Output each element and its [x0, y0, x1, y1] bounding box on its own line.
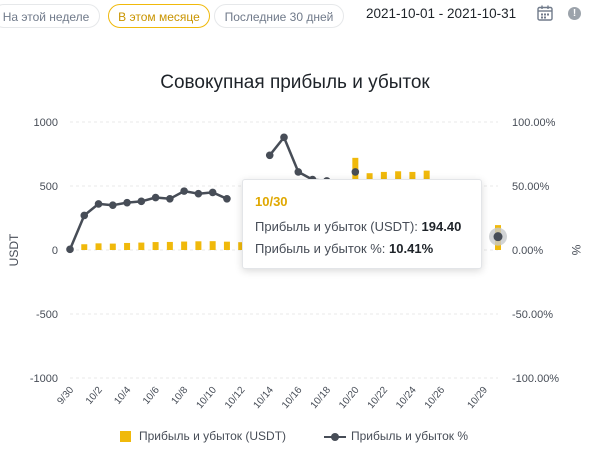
- x-tick-label: 10/22: [366, 385, 391, 412]
- x-tick-label: 10/2: [84, 385, 105, 407]
- percent-line-point: [66, 245, 74, 254]
- y-tick-label: -1000: [30, 373, 58, 385]
- y2-tick-label: -50.00%: [512, 309, 553, 321]
- percent-line-point: [223, 195, 231, 203]
- usdt-bar: [95, 243, 102, 250]
- percent-line-point: [123, 198, 131, 207]
- y-axis-label: USDT: [7, 233, 21, 266]
- x-tick-label: 10/16: [280, 385, 305, 412]
- x-tick-label: 10/29: [466, 385, 491, 412]
- percent-line-point: [294, 168, 303, 176]
- x-tick-label: 10/26: [423, 385, 448, 412]
- legend-percent-label: Прибыль и убыток %: [351, 429, 469, 443]
- percent-line-point: [265, 151, 274, 160]
- legend-line-swatch: [324, 432, 346, 441]
- usdt-bar: [124, 242, 131, 250]
- percent-line-point: [94, 200, 103, 208]
- last-30-days-button[interactable]: Последние 30 дней: [214, 4, 344, 28]
- legend-usdt-label: Прибыль и убыток (USDT): [139, 429, 287, 443]
- usdt-bar: [81, 244, 88, 250]
- percent-line-point: [280, 133, 288, 142]
- legend-usdt[interactable]: Прибыль и убыток (USDT): [120, 429, 286, 443]
- filter-toolbar: На этой неделе В этом месяце Последние 3…: [0, 0, 595, 34]
- calendar-icon[interactable]: [536, 4, 554, 22]
- usdt-bar: [209, 241, 216, 250]
- usdt-bar: [138, 242, 145, 250]
- percent-line-point: [208, 188, 217, 197]
- tooltip-pct-row: Прибыль и убыток %: 10.41%: [255, 241, 433, 256]
- y-tick-label: 0: [52, 245, 58, 257]
- x-tick-label: 10/24: [394, 385, 419, 412]
- tooltip-usdt-value: 194.40: [421, 219, 462, 234]
- percent-line-point: [180, 187, 188, 195]
- legend-bar-swatch: [120, 431, 131, 443]
- usdt-bar: [238, 242, 245, 250]
- percent-line: [66, 133, 507, 254]
- tooltip-usdt-label: Прибыль и убыток (USDT):: [255, 219, 418, 234]
- x-tick-label: 10/18: [309, 385, 334, 412]
- chart-tooltip: 10/30 Прибыль и убыток (USDT): 194.40 Пр…: [242, 179, 482, 269]
- usdt-bar: [152, 242, 159, 250]
- percent-line-point: [109, 201, 117, 209]
- x-tick-label: 10/8: [169, 385, 190, 407]
- x-tick-label: 10/20: [337, 385, 362, 412]
- y-axis-usdt: 1000 500 0 -500 -1000: [30, 117, 58, 385]
- tooltip-pct-value: 10.41%: [389, 241, 434, 256]
- usdt-bar: [166, 241, 173, 250]
- x-tick-label: 9/30: [55, 385, 76, 407]
- this-month-button[interactable]: В этом месяце: [108, 4, 210, 28]
- y-axis-percent: 100.00% 50.00% 0.00% -50.00% -100.00%: [512, 117, 559, 385]
- y2-axis-label: %: [569, 245, 583, 256]
- percent-line-point: [151, 193, 160, 202]
- date-range-picker[interactable]: 2021-10-01 - 2021-10-31: [366, 6, 517, 21]
- usdt-bar: [181, 241, 188, 250]
- legend-percent[interactable]: Прибыль и убыток %: [324, 429, 468, 443]
- percent-line-point: [351, 168, 360, 176]
- usdt-bar: [109, 243, 116, 250]
- x-tick-label: 10/14: [252, 385, 277, 412]
- x-axis: 9/30 10/2 10/4 10/6 10/8 10/10 10/12 10/14 10/16…: [55, 385, 490, 412]
- this-week-button[interactable]: На этой неделе: [0, 4, 100, 28]
- percent-line-point: [493, 232, 503, 242]
- tooltip-pct-label: Прибыль и убыток %:: [255, 241, 386, 256]
- percent-line-point: [194, 189, 203, 198]
- y2-tick-label: 100.00%: [512, 117, 556, 129]
- tooltip-usdt-row: Прибыль и убыток (USDT): 194.40: [255, 219, 461, 234]
- y2-tick-label: 0.00%: [512, 245, 543, 257]
- y-tick-label: -500: [36, 309, 58, 321]
- x-tick-label: 10/4: [112, 385, 133, 407]
- usdt-bar: [195, 241, 202, 250]
- chart-title: Совокупная прибыль и убыток: [160, 72, 430, 93]
- x-tick-label: 10/6: [141, 385, 162, 407]
- x-tick-label: 10/12: [223, 385, 248, 412]
- percent-line-point: [166, 195, 174, 203]
- percent-line-point: [80, 211, 89, 220]
- y-tick-label: 1000: [34, 117, 58, 129]
- percent-line-point: [137, 197, 146, 206]
- y-tick-label: 500: [40, 181, 58, 193]
- x-tick-label: 10/10: [194, 385, 219, 412]
- info-icon[interactable]: !: [568, 7, 581, 20]
- y2-tick-label: 50.00%: [512, 181, 550, 193]
- y2-tick-label: -100.00%: [512, 373, 559, 385]
- usdt-bar: [223, 241, 230, 250]
- tooltip-date: 10/30: [255, 194, 288, 209]
